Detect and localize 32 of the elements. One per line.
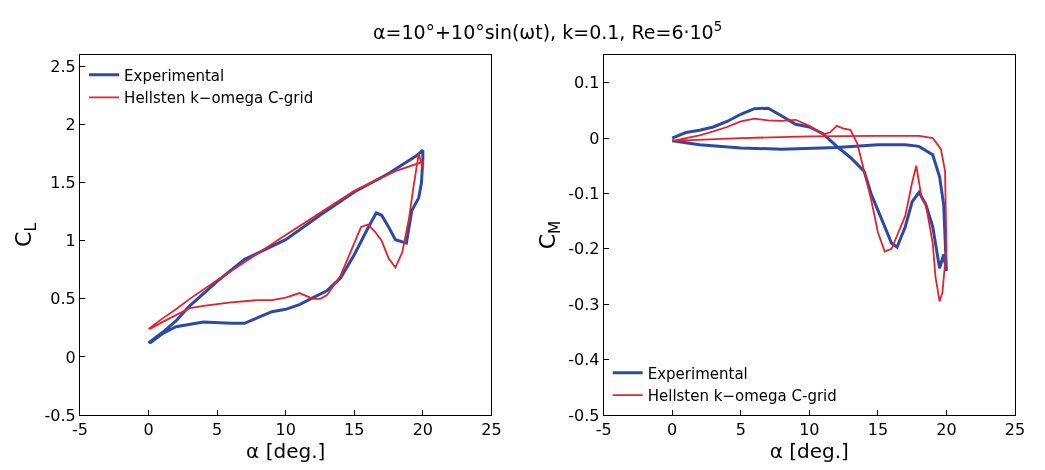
y-tick-label: 1 [65,231,76,251]
x-axis-title: α [deg.] [246,439,326,464]
y-tick-label: 0 [65,347,76,367]
x-tick-label: 25 [481,420,502,440]
x-tick-label: 20 [412,420,434,440]
legend-label: Hellsten k−omega C-grid [124,89,314,108]
y-tick-label: 2.5 [50,57,76,77]
line-series [671,117,948,303]
x-tick-label: 10 [275,420,296,440]
x-tick-label: 5 [735,420,746,440]
y-tick-label: -0.4 [568,350,600,370]
y-tick-label: -0.3 [568,294,600,314]
y-tick-label: 1.5 [50,173,76,193]
y-tick-label: 0.5 [50,289,76,309]
y-tick-label: 0 [589,128,600,148]
x-tick-label: 15 [344,420,365,440]
legend-label: Experimental [647,364,748,383]
x-tick-label: 10 [799,420,820,440]
x-tick-label: 0 [667,420,678,440]
x-tick-label: 5 [212,420,223,440]
x-tick-label: 15 [867,420,889,440]
y-tick-label: 2 [65,115,76,135]
x-tick-label: 20 [936,420,957,440]
x-tick-label: 0 [143,420,154,440]
x-tick-label: 25 [1004,420,1026,440]
legend-label: Experimental [124,66,225,85]
text: α=10°+10°sin(ωt), k=0.1, Re=6·10$^{5}$ [373,19,723,43]
legend-label: Hellsten k−omega C-grid [647,387,837,405]
y-tick-label: -0.1 [568,184,600,204]
x-axis-title: α [deg.] [769,439,849,464]
y-tick-label: 0.1 [573,73,600,93]
y-tick-label: -0.2 [568,239,600,259]
